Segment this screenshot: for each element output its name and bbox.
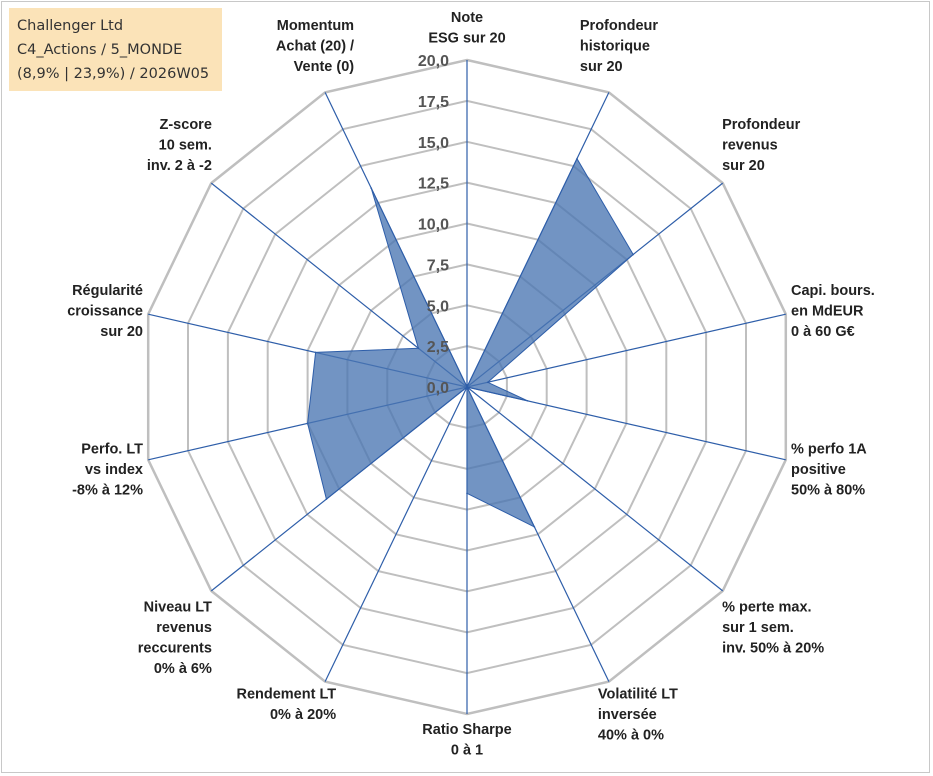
- radial-tick-labels: 0,0 2,5 5,0 7,5 10,0 12,5 15,0 17,5 20,0: [418, 53, 449, 397]
- axis-label-4: Capi. bours. en MdEUR 0 à 60 G€: [791, 283, 875, 340]
- tick-label-2: 5,0: [427, 298, 449, 315]
- portfolio-name: C4_Actions / 5_MONDE: [17, 42, 183, 58]
- axis-label-line: Z-score: [160, 117, 212, 133]
- axis-label-line: sur 20: [580, 59, 623, 75]
- axis-label-line: inversée: [598, 707, 657, 723]
- axis-label-line: 0 à 60 G€: [791, 324, 855, 340]
- axis-label-line: revenus: [156, 620, 212, 636]
- axis-label-line: Momentum: [277, 18, 354, 34]
- axis-label-1: Note ESG sur 20: [428, 10, 505, 47]
- axis-label-line: Ratio Sharpe: [422, 722, 511, 738]
- axis-label-line: positive: [791, 462, 846, 478]
- axis-label-6: % perte max. sur 1 sem. inv. 50% à 20%: [722, 600, 824, 657]
- tick-label-3: 7,5: [427, 257, 449, 274]
- axis-label-line: % perfo 1A: [791, 442, 867, 458]
- axis-label-7: Volatilité LT inversée 40% à 0%: [598, 687, 678, 744]
- data-point-4: [486, 381, 489, 384]
- tick-label-0: 0,0: [427, 380, 449, 397]
- axis-label-line: 10 sem.: [159, 137, 212, 153]
- data-point-9: [466, 386, 468, 388]
- axis-label-line: Volatilité LT: [598, 687, 678, 703]
- axis-label-13: Z-score 10 sem. inv. 2 à -2: [147, 117, 212, 174]
- tick-label-1: 2,5: [427, 339, 449, 356]
- axis-label-line: sur 1 sem.: [722, 620, 794, 636]
- axis-label-line: 50% à 80%: [791, 483, 865, 499]
- axis-label-line: Profondeur: [722, 117, 800, 133]
- data-point-2: [576, 157, 578, 160]
- data-point-14: [370, 187, 373, 189]
- axis-label-line: 0% à 6%: [154, 661, 212, 677]
- axis-label-line: Régularité: [72, 283, 143, 299]
- axis-label-line: 0 à 1: [451, 743, 483, 759]
- spoke-6: [466, 386, 724, 592]
- data-point-8: [466, 492, 468, 495]
- tick-label-6: 15,0: [418, 135, 449, 152]
- data-point-7: [533, 526, 536, 528]
- axis-label-line: reccurents: [138, 641, 212, 657]
- axis-label-9: Rendement LT 0% à 20%: [236, 687, 336, 724]
- company-name: Challenger Ltd: [17, 18, 124, 34]
- axis-label-line: inv. 2 à -2: [147, 158, 212, 174]
- axis-label-2: Profondeur historique sur 20: [580, 18, 658, 75]
- tick-label-4: 10,0: [418, 217, 449, 234]
- axis-label-line: sur 20: [722, 158, 765, 174]
- axis-label-line: vs index: [85, 462, 143, 478]
- data-point-5: [526, 400, 529, 402]
- axis-label-8: Ratio Sharpe 0 à 1: [422, 722, 511, 759]
- axis-label-line: revenus: [722, 137, 778, 153]
- axis-label-line: inv. 50% à 20%: [722, 641, 824, 657]
- fund-info-box: Challenger Ltd C4_Actions / 5_MONDE (8,9…: [9, 8, 222, 91]
- axis-label-line: Niveau LT: [144, 600, 212, 616]
- data-point-10: [325, 498, 328, 500]
- data-point-13: [417, 347, 420, 350]
- axis-label-line: Profondeur: [580, 18, 658, 34]
- axis-label-line: croissance: [67, 303, 143, 319]
- data-point-11: [306, 422, 309, 425]
- axis-label-line: historique: [580, 38, 650, 54]
- axis-label-3: Profondeur revenus sur 20: [722, 117, 800, 174]
- data-point-12: [314, 351, 317, 354]
- axis-label-line: -8% à 12%: [72, 483, 143, 499]
- axis-label-line: % perte max.: [722, 600, 811, 616]
- axis-label-line: Perfo. LT: [81, 442, 143, 458]
- axis-label-line: Note: [451, 10, 483, 26]
- axis-label-line: en MdEUR: [791, 303, 864, 319]
- axis-label-12: Régularité croissance sur 20: [67, 283, 143, 340]
- axis-label-5: % perfo 1A positive 50% à 80%: [791, 442, 867, 499]
- axis-label-line: ESG sur 20: [428, 31, 505, 47]
- tick-label-8: 20,0: [418, 53, 449, 70]
- tick-label-5: 12,5: [418, 176, 449, 193]
- axis-label-line: Capi. bours.: [791, 283, 875, 299]
- axis-label-line: sur 20: [100, 324, 143, 340]
- axis-label-line: 0% à 20%: [270, 707, 336, 723]
- axis-label-line: Rendement LT: [236, 687, 336, 703]
- spoke-9: [324, 386, 468, 682]
- axis-label-line: Vente (0): [294, 59, 355, 75]
- axis-label-line: Achat (20) /: [276, 38, 354, 54]
- axis-label-11: Perfo. LT vs index -8% à 12%: [72, 442, 143, 499]
- spoke-4: [466, 313, 786, 388]
- tick-label-7: 17,5: [418, 94, 449, 111]
- radar-series: [306, 157, 634, 528]
- performance-period: (8,9% | 23,9%) / 2026W05: [17, 66, 210, 82]
- axis-label-10: Niveau LT revenus reccurents 0% à 6%: [138, 600, 212, 678]
- axis-label-line: 40% à 0%: [598, 728, 664, 744]
- axis-label-14: Momentum Achat (20) / Vente (0): [276, 18, 354, 75]
- data-point-3: [632, 253, 634, 256]
- axis-labels: Note ESG sur 20 Profondeur historique sur 20…: [67, 10, 875, 759]
